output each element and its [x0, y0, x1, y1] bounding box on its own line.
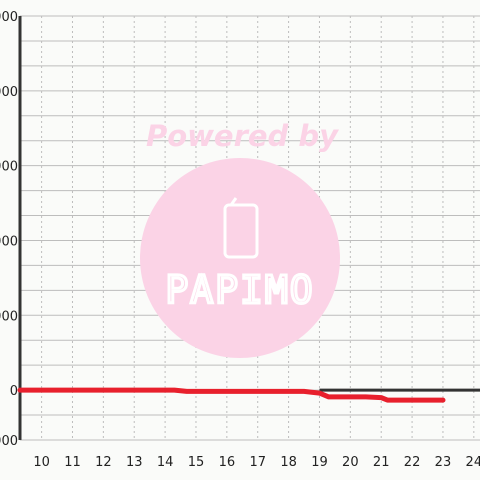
y-tick-label: 90,000 [0, 160, 18, 175]
y-tick-label: 0 [10, 384, 18, 399]
phone-icon [223, 197, 259, 259]
x-tick-label: 16 [219, 455, 236, 470]
watermark-powered-by: Powered by [146, 119, 339, 153]
tick-labels: 150,000 120,000 90,000 60,000 30,000 0 -20,000… [0, 10, 480, 470]
x-tick-label: 24 [466, 455, 480, 470]
series-line [17, 387, 446, 403]
x-tick-label: 22 [404, 455, 421, 470]
x-tick-label: 21 [373, 455, 390, 470]
y-tick-label: 120,000 [0, 85, 18, 100]
x-tick-label: 19 [311, 455, 328, 470]
x-tick-label: 23 [435, 455, 452, 470]
watermark: Powered by PAPIMO [140, 119, 340, 358]
axes [18, 16, 480, 440]
x-tick-label: 13 [126, 455, 143, 470]
x-tick-label: 18 [280, 455, 297, 470]
x-tick-label: 17 [249, 455, 266, 470]
x-tick-label: 20 [342, 455, 359, 470]
x-tick-label: 12 [95, 455, 112, 470]
y-tick-label: 60,000 [0, 234, 18, 249]
y-tick-label: 30,000 [0, 309, 18, 324]
y-tick-label: 150,000 [0, 10, 18, 25]
watermark-brand: PAPIMO [165, 268, 314, 312]
x-tick-label: 10 [33, 455, 50, 470]
x-tick-label: 14 [157, 455, 174, 470]
x-tick-label: 11 [64, 455, 81, 470]
x-tick-label: 15 [188, 455, 205, 470]
series [17, 387, 446, 403]
y-tick-label: -20,000 [0, 434, 18, 449]
